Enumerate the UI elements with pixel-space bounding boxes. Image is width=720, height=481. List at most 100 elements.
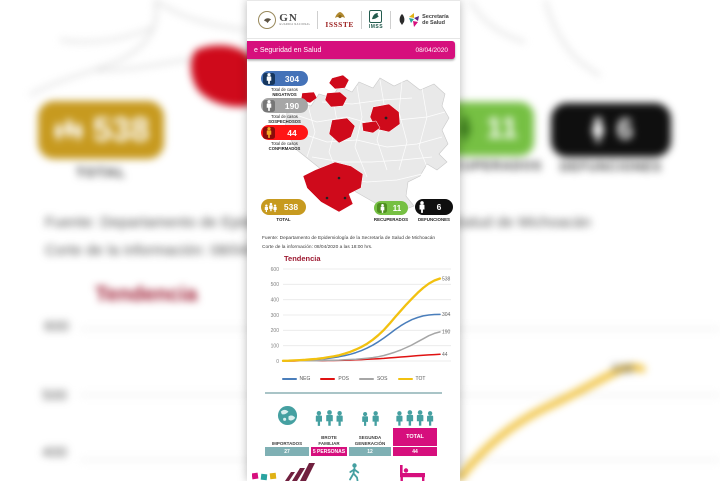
bg-defunciones-pill: 6	[551, 103, 671, 157]
defunciones-pill: 6	[415, 199, 453, 215]
bg-trend-title: Tendencia	[95, 283, 198, 306]
svg-text:400: 400	[271, 297, 280, 303]
bg-recuperados-label: RECUPERADOS	[433, 159, 543, 173]
negativos-pill: 304	[261, 71, 308, 86]
caption-name: NEGATIVOS	[272, 92, 297, 97]
bg-recuperados-value: 11	[486, 112, 518, 145]
person-icon	[377, 203, 387, 213]
sospechosos-value: 190	[284, 100, 300, 111]
bottom-partial-row	[247, 461, 460, 481]
confirmados-value: 44	[287, 127, 297, 138]
infographic-panel: GN GUARDIA NACIONAL ISSSTE IMSS	[247, 0, 460, 481]
walking-person-icon	[349, 463, 360, 481]
caption-name: SOSPECHOSOS	[268, 119, 301, 124]
svg-text:600: 600	[271, 267, 280, 273]
total-box-label: TOTAL	[393, 428, 437, 446]
total-value: 538	[283, 202, 299, 212]
person-icon	[418, 201, 426, 213]
transmission-section: IMPORTADOS BROTE FAMILIAR SEGUNDA GENERA…	[265, 396, 443, 456]
legend-item-NEG: NEG	[281, 376, 311, 382]
hospital-bed-icon	[400, 465, 425, 481]
legend-swatch	[397, 378, 413, 380]
person-icon	[263, 99, 275, 112]
total-pill: 538	[261, 199, 306, 215]
bg-total-value: 538	[92, 110, 150, 149]
title-banner: e Seguridad en Salud 08/04/2020	[247, 41, 455, 59]
svg-text:190: 190	[442, 330, 451, 336]
salud-eagle-icon	[399, 14, 405, 25]
importados-value-bar: 27	[265, 447, 309, 456]
background-map	[29, 0, 601, 107]
negativos-caption: Total de casos NEGATIVOS	[253, 87, 316, 97]
legend-swatch	[320, 378, 336, 380]
confirmados-pill: 44	[261, 125, 308, 140]
bg-total-pill: 538	[38, 101, 164, 159]
bg-ytick-500: 500	[42, 387, 68, 404]
svg-text:304: 304	[442, 312, 451, 318]
legend-item-POS: POS	[320, 376, 349, 382]
sospechosos-pill: 190	[261, 98, 308, 113]
source-line2: Corte de la información: 08/04/2020 a la…	[262, 245, 373, 250]
importados-label: IMPORTADOS	[271, 440, 303, 446]
family-group-icon	[315, 410, 343, 426]
brote-label-2: FAMILIAR	[318, 440, 340, 446]
salud-logo-text-1: Secretaría	[422, 13, 449, 20]
banner-title: e Seguridad en Salud	[254, 46, 322, 54]
michoacan-map	[284, 74, 450, 213]
caption-line: Total de casos	[271, 87, 298, 92]
imss-logo-text: IMSS	[368, 23, 384, 30]
gn-logo-text: GN	[279, 12, 298, 24]
negativos-value: 304	[284, 73, 300, 84]
confirmados-caption: Total de casos CONFIRMADOS	[253, 141, 316, 151]
svg-text:100: 100	[271, 343, 280, 349]
trend-title: Tendencia	[284, 254, 321, 263]
salud-logo-text-2: de Salud	[422, 19, 446, 26]
legend-swatch	[281, 378, 297, 380]
globe-icon	[277, 405, 297, 426]
recuperados-pill: 11	[374, 201, 408, 215]
svg-text:300: 300	[271, 313, 280, 319]
brote-value-bar: 5 PERSONAS	[311, 447, 347, 456]
caption-line: Total de casos	[271, 141, 298, 146]
imss-logo: IMSS	[368, 9, 384, 30]
person-icon	[263, 72, 275, 85]
salud-logo: Secretaría de Salud	[398, 12, 449, 27]
source-note: Fuente: Departamento de Epidemiología de…	[262, 234, 435, 252]
legend-label: NEG	[299, 376, 311, 382]
bg-defunciones-label: DEFUNCIONES	[560, 160, 662, 174]
gn-logo: GN GUARDIA NACIONAL	[258, 10, 310, 29]
defunciones-value: 6	[436, 202, 442, 212]
caption-line: Total de casos	[271, 114, 298, 119]
recuperados-value: 11	[392, 203, 402, 213]
michoacan-chevrons-logo	[285, 463, 315, 481]
legend-item-SOS: SOS	[358, 376, 388, 382]
person-icon	[263, 126, 275, 139]
segunda-label-1: SEGUNDA	[358, 435, 382, 440]
two-people-icon	[361, 411, 379, 426]
bg-ytick-400: 400	[42, 444, 68, 461]
legend-label: TOT	[415, 376, 426, 382]
svg-text:44: 44	[442, 352, 448, 358]
legend-label: POS	[338, 376, 349, 382]
svg-text:0: 0	[276, 359, 279, 365]
salud-colormark-icon	[409, 12, 420, 27]
banner-date: 08/04/2020	[415, 46, 448, 54]
defunciones-label: DEFUNCIONES	[418, 217, 450, 222]
map-confirmed-municipalities	[300, 74, 401, 213]
total-label: TOTAL	[276, 217, 291, 222]
bg-total-label: TOTAL	[75, 164, 127, 180]
svg-text:538: 538	[442, 276, 451, 282]
issste-crest-icon	[334, 11, 345, 18]
trend-legend: NEG POS SOS TOT	[247, 376, 460, 382]
bg-trend-curve	[454, 363, 646, 480]
bg-defunciones-value: 6	[616, 113, 634, 146]
four-people-icon	[396, 410, 434, 426]
sospechosos-caption: Total de casos SOSPECHOSOS	[253, 114, 316, 124]
section-divider	[265, 392, 442, 394]
partial-wordmark	[252, 472, 277, 481]
imss-eagle-icon	[369, 9, 383, 23]
logo-bar: GN GUARDIA NACIONAL ISSSTE IMSS	[247, 1, 460, 39]
legend-label: SOS	[376, 376, 388, 382]
bg-curve-end-label: 538	[612, 361, 634, 376]
source-line1: Fuente: Departamento de Epidemiología de…	[262, 236, 436, 241]
